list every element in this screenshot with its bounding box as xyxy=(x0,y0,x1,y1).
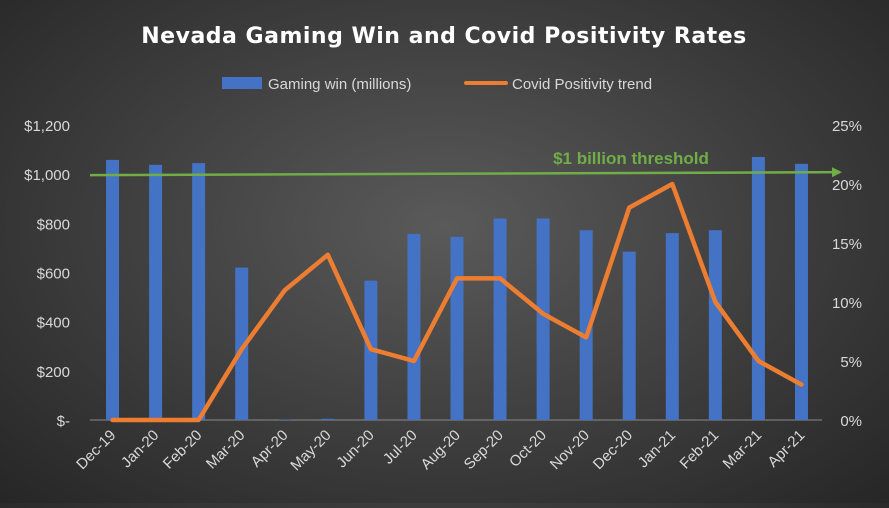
left-axis: $- $200 $400 $600 $800 $1,000 $1,200 xyxy=(24,118,70,430)
series-line-covid-positivity xyxy=(110,181,804,423)
right-axis-tick-label: 25% xyxy=(832,118,862,135)
left-axis-tick-label: $400 xyxy=(37,315,70,332)
bar-gaming-win xyxy=(407,233,421,420)
x-axis-tick-label: Mar-21 xyxy=(720,427,766,473)
bar-gaming-win xyxy=(708,230,722,420)
x-axis-tick-label: Feb-21 xyxy=(677,427,723,473)
covid-positivity-line xyxy=(110,181,804,423)
x-axis-tick-label: Sep-20 xyxy=(461,427,507,473)
legend-swatch-gaming-win xyxy=(222,77,262,89)
right-axis-tick-label: 5% xyxy=(840,354,862,371)
x-axis-tick-label: Nov-20 xyxy=(547,427,593,473)
bar-gaming-win xyxy=(278,419,292,420)
x-axis-tick-label: Mar-20 xyxy=(203,427,249,473)
chart-title: Nevada Gaming Win and Covid Positivity R… xyxy=(141,24,746,49)
left-axis-tick-label: $800 xyxy=(37,216,70,233)
bar-gaming-win xyxy=(321,418,335,420)
bar-gaming-win xyxy=(106,159,120,421)
bar-gaming-win xyxy=(450,236,464,420)
bar-gaming-win xyxy=(536,218,550,420)
bar-gaming-win xyxy=(235,267,249,420)
x-axis-tick-label: Apr-21 xyxy=(764,427,808,471)
left-axis-tick-label: $- xyxy=(57,413,70,430)
bar-gaming-win xyxy=(751,156,765,421)
left-axis-tick-label: $600 xyxy=(37,266,70,283)
x-axis-tick-label: May-20 xyxy=(287,427,334,474)
x-axis-tick-label: Jun-20 xyxy=(333,427,377,471)
threshold-label: $1 billion threshold xyxy=(553,149,709,168)
left-axis-tick-label: $200 xyxy=(37,364,70,381)
x-axis-tick-label: Jul-20 xyxy=(380,427,421,468)
x-axis-tick-label: Jan-21 xyxy=(635,427,679,471)
right-axis-tick-label: 20% xyxy=(832,177,862,194)
bar-gaming-win xyxy=(579,230,593,420)
x-axis-tick-label: Jan-20 xyxy=(118,427,162,471)
bar-gaming-win xyxy=(149,164,163,420)
bar-gaming-win xyxy=(794,163,808,420)
legend-label-gaming-win: Gaming win (millions) xyxy=(268,76,411,93)
legend-label-covid-trend: Covid Positivity trend xyxy=(512,76,652,93)
left-axis-tick-label: $1,200 xyxy=(24,118,70,135)
x-axis-tick-label: Oct-20 xyxy=(506,427,550,471)
x-axis-tick-label: Apr-20 xyxy=(248,427,292,471)
bar-gaming-win xyxy=(665,233,679,420)
right-axis-tick-label: 15% xyxy=(832,236,862,253)
x-axis-tick-label: Aug-20 xyxy=(418,427,464,473)
left-axis-tick-label: $1,000 xyxy=(24,167,70,184)
right-axis-tick-label: 0% xyxy=(840,413,862,430)
x-axis-tick-label: Feb-20 xyxy=(160,427,206,473)
right-axis: 0% 5% 10% 15% 20% 25% xyxy=(832,118,862,430)
bar-gaming-win xyxy=(493,218,507,420)
threshold-arrow xyxy=(89,167,842,178)
legend: Gaming win (millions) Covid Positivity t… xyxy=(222,76,652,93)
bar-gaming-win xyxy=(622,251,636,420)
x-axis-tick-label: Dec-20 xyxy=(590,427,636,473)
threshold-line-group: $1 billion threshold xyxy=(89,149,842,178)
right-axis-tick-label: 10% xyxy=(832,295,862,312)
gaming-win-bars xyxy=(106,156,808,421)
x-axis-tick-label: Dec-19 xyxy=(73,427,119,473)
bar-gaming-win xyxy=(192,163,206,420)
